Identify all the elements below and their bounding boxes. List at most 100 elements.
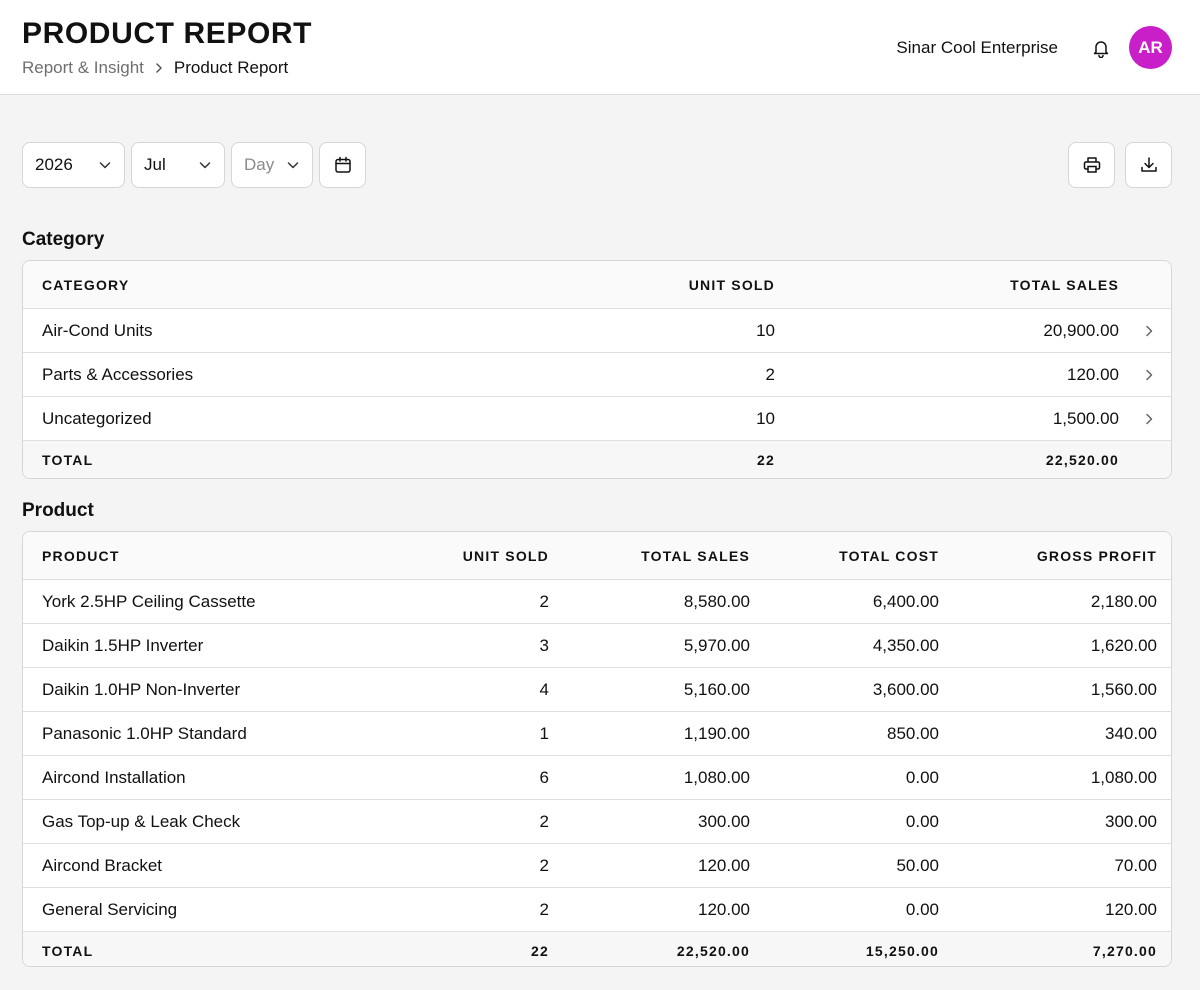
top-header: PRODUCT REPORT Report & Insight Product … (0, 0, 1200, 95)
total-sales-value: 300.00 (698, 811, 750, 831)
product-name: York 2.5HP Ceiling Cassette (42, 591, 256, 611)
total-cost-value: 4,350.00 (872, 635, 939, 655)
gross-profit-value: 70.00 (1114, 855, 1157, 875)
printer-icon (1083, 157, 1100, 173)
table-row: York 2.5HP Ceiling Cassette 2 8,580.00 6… (23, 580, 1171, 624)
page-title: PRODUCT REPORT (22, 17, 313, 50)
print-button[interactable] (1068, 142, 1115, 188)
total-cost-sum: 15,250.00 (865, 943, 939, 959)
gross-profit-value: 120.00 (1105, 899, 1157, 919)
total-sales-value: 120.00 (698, 855, 750, 875)
total-sales-value: 1,500.00 (1052, 408, 1119, 428)
chevron-down-icon (287, 162, 299, 169)
column-header-total-cost: TOTAL COST (839, 547, 939, 564)
month-select[interactable]: Jul (131, 142, 225, 188)
total-label: TOTAL (42, 452, 94, 468)
category-table: CATEGORY UNIT SOLD TOTAL SALES Air-Cond … (22, 260, 1172, 479)
total-cost-value: 0.00 (905, 811, 939, 831)
company-name: Sinar Cool Enterprise (896, 38, 1058, 57)
breadcrumb: Report & Insight Product Report (22, 58, 288, 78)
total-sales-sum: 22,520.00 (1045, 452, 1119, 468)
table-row: Aircond Bracket 2 120.00 50.00 70.00 (23, 844, 1171, 888)
total-sales-value: 1,080.00 (683, 767, 750, 787)
product-table: PRODUCT UNIT SOLD TOTAL SALES TOTAL COST… (22, 531, 1172, 967)
table-row: Gas Top-up & Leak Check 2 300.00 0.00 30… (23, 800, 1171, 844)
report-actions (1068, 142, 1172, 188)
calendar-button[interactable] (319, 142, 366, 188)
total-sales-value: 120.00 (1067, 364, 1119, 384)
breadcrumb-current: Product Report (173, 58, 289, 77)
gross-profit-value: 1,560.00 (1090, 679, 1157, 699)
chevron-right-icon[interactable] (1141, 367, 1157, 383)
breadcrumb-parent-link[interactable]: Report & Insight (22, 58, 144, 77)
table-total-row: TOTAL 22 22,520.00 (23, 441, 1171, 478)
column-header-total-sales: TOTAL SALES (1010, 276, 1119, 293)
table-row: Daikin 1.5HP Inverter 3 5,970.00 4,350.0… (23, 624, 1171, 668)
table-total-row: TOTAL 22 22,520.00 15,250.00 7,270.00 (23, 932, 1171, 966)
product-name: Panasonic 1.0HP Standard (42, 723, 247, 743)
bell-icon[interactable] (1090, 37, 1112, 59)
table-row[interactable]: Air-Cond Units 10 20,900.00 (23, 309, 1171, 353)
chevron-down-icon (199, 162, 211, 169)
product-name: Gas Top-up & Leak Check (42, 811, 241, 831)
chevron-down-icon (99, 162, 111, 169)
product-name: Aircond Installation (42, 767, 186, 787)
product-name: Daikin 1.0HP Non-Inverter (42, 679, 241, 699)
table-header-row: CATEGORY UNIT SOLD TOTAL SALES (23, 261, 1171, 309)
column-header-total-sales: TOTAL SALES (641, 547, 750, 564)
table-row: Panasonic 1.0HP Standard 1 1,190.00 850.… (23, 712, 1171, 756)
unit-sold-value: 2 (539, 899, 549, 919)
year-select-value: 2026 (35, 155, 73, 174)
total-sales-value: 20,900.00 (1043, 320, 1119, 340)
table-row: Daikin 1.0HP Non-Inverter 4 5,160.00 3,6… (23, 668, 1171, 712)
total-cost-value: 3,600.00 (872, 679, 939, 699)
total-sales-value: 120.00 (698, 899, 750, 919)
total-sales-value: 5,970.00 (683, 635, 750, 655)
total-sales-value: 5,160.00 (683, 679, 750, 699)
total-cost-value: 6,400.00 (872, 591, 939, 611)
chevron-right-icon[interactable] (1141, 411, 1157, 427)
column-header-unit-sold: UNIT SOLD (462, 547, 549, 564)
unit-sold-value: 6 (539, 767, 549, 787)
total-sales-value: 1,190.00 (683, 723, 750, 743)
table-row: General Servicing 2 120.00 0.00 120.00 (23, 888, 1171, 932)
day-select-placeholder: Day (244, 155, 275, 174)
avatar[interactable]: AR (1129, 26, 1172, 69)
unit-sold-value: 2 (539, 811, 549, 831)
unit-sold-value: 2 (539, 855, 549, 875)
column-header-gross-profit: GROSS PROFIT (1036, 547, 1157, 564)
chevron-right-icon (152, 61, 166, 75)
gross-profit-sum: 7,270.00 (1092, 943, 1157, 959)
table-row[interactable]: Parts & Accessories 2 120.00 (23, 353, 1171, 397)
unit-sold-value: 2 (539, 591, 549, 611)
unit-sold-value: 1 (539, 723, 549, 743)
table-row[interactable]: Uncategorized 10 1,500.00 (23, 397, 1171, 441)
gross-profit-value: 2,180.00 (1090, 591, 1157, 611)
chevron-right-icon[interactable] (1141, 323, 1157, 339)
gross-profit-value: 300.00 (1105, 811, 1157, 831)
product-name: General Servicing (42, 899, 178, 919)
unit-sold-value: 10 (756, 320, 775, 340)
gross-profit-value: 1,080.00 (1090, 767, 1157, 787)
download-icon (1140, 157, 1157, 172)
product-section-title: Product (22, 500, 94, 521)
total-sales-sum: 22,520.00 (676, 943, 750, 959)
product-name: Daikin 1.5HP Inverter (42, 635, 204, 655)
category-name: Air-Cond Units (42, 320, 153, 340)
year-select[interactable]: 2026 (22, 142, 125, 188)
calendar-icon (334, 156, 351, 173)
gross-profit-value: 1,620.00 (1090, 635, 1157, 655)
total-sales-value: 8,580.00 (683, 591, 750, 611)
unit-sold-value: 4 (539, 679, 549, 699)
gross-profit-value: 340.00 (1105, 723, 1157, 743)
column-header-unit-sold: UNIT SOLD (688, 276, 775, 293)
day-select[interactable]: Day (231, 142, 313, 188)
unit-sold-value: 10 (756, 408, 775, 428)
month-select-value: Jul (144, 155, 166, 174)
category-name: Uncategorized (42, 408, 152, 428)
total-cost-value: 50.00 (896, 855, 939, 875)
category-name: Parts & Accessories (42, 364, 194, 384)
table-row: Aircond Installation 6 1,080.00 0.00 1,0… (23, 756, 1171, 800)
total-cost-value: 0.00 (905, 767, 939, 787)
download-button[interactable] (1125, 142, 1172, 188)
